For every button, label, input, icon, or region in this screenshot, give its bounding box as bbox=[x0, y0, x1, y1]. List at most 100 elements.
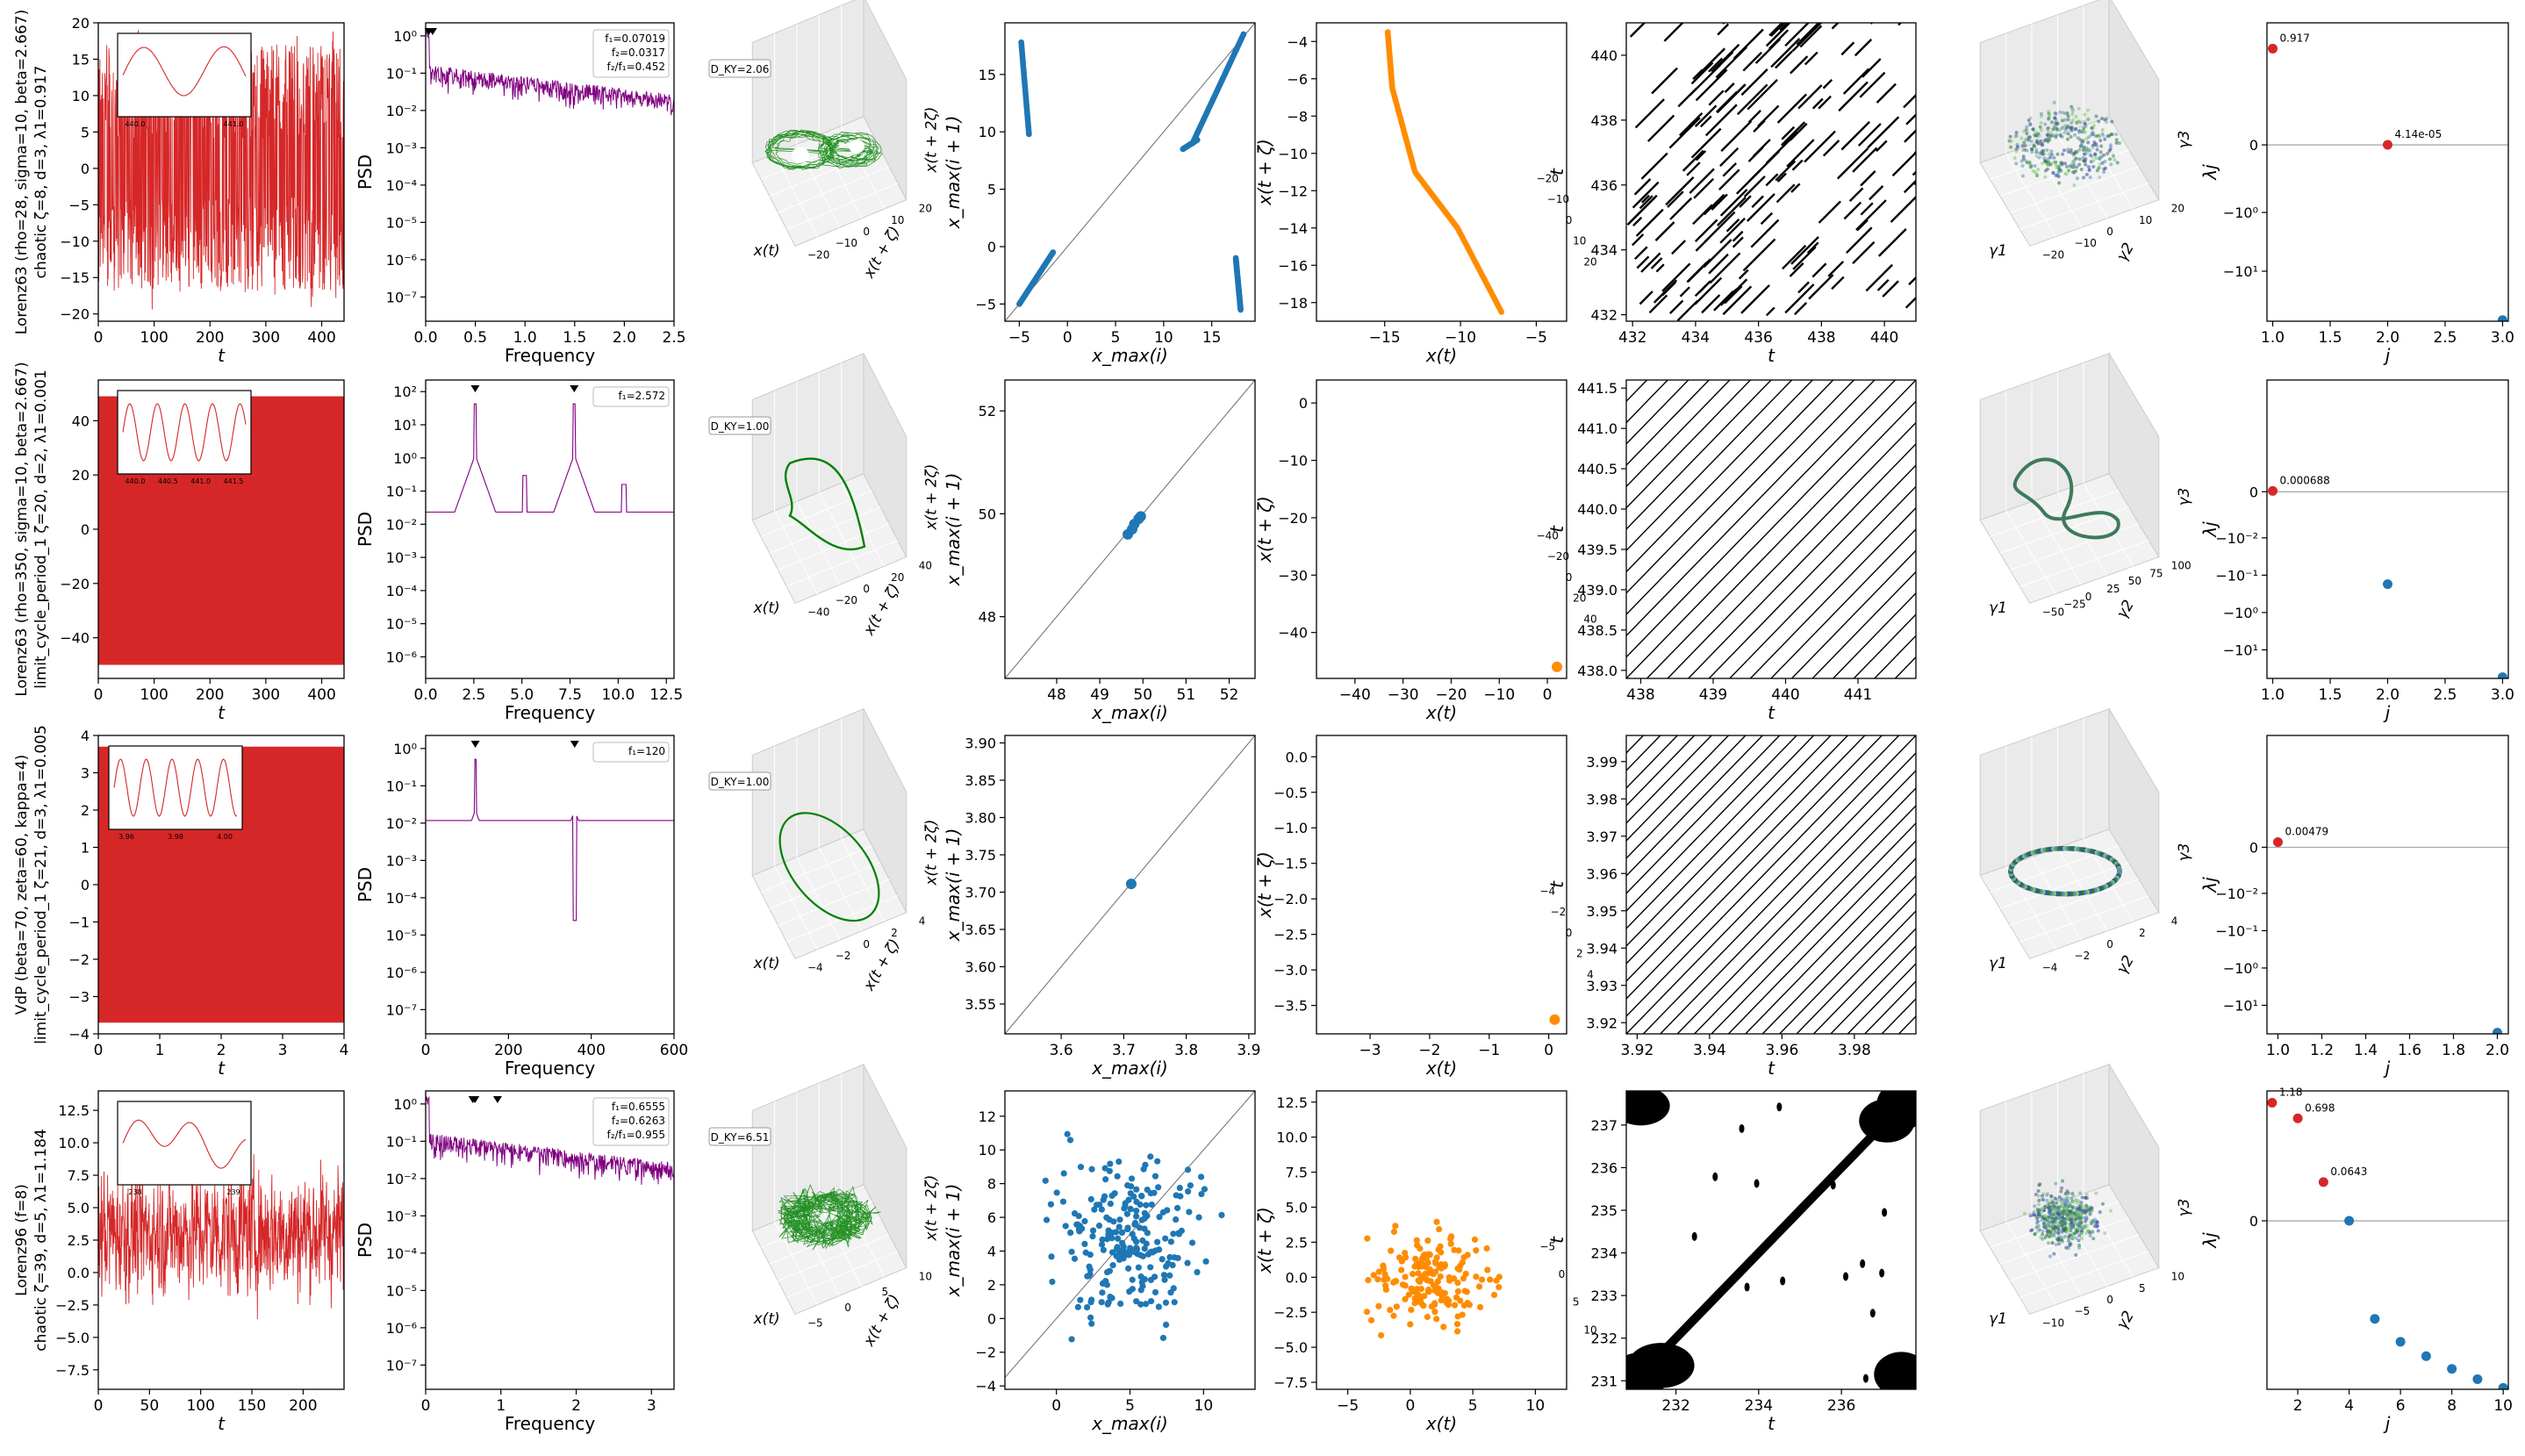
x-tick-label: 200 bbox=[289, 1397, 317, 1415]
delay-point bbox=[1420, 1252, 1427, 1259]
x3d-tick: 4 bbox=[1587, 968, 1594, 980]
recurrence-diagonal bbox=[1626, 380, 1751, 509]
embedding-point bbox=[2069, 1204, 2073, 1209]
x-tick-label: 432 bbox=[1618, 329, 1646, 347]
embedding-point bbox=[2066, 147, 2070, 152]
embedding-point bbox=[2036, 168, 2041, 172]
embedding-point bbox=[2089, 133, 2093, 137]
embedding-point bbox=[2026, 138, 2031, 142]
embedding-point bbox=[2077, 106, 2081, 111]
recurrence-segment bbox=[1838, 81, 1869, 112]
recurrence-segment bbox=[1831, 23, 1840, 30]
y-tick-label: 237 bbox=[1590, 1117, 1618, 1134]
y-tick-label: −16 bbox=[1278, 257, 1308, 274]
x-tick-label: 4 bbox=[2344, 1397, 2354, 1415]
recurrence-diagonal bbox=[1727, 839, 1916, 1034]
y-tick-label: −10¹ bbox=[2223, 997, 2258, 1014]
x3d-tick: 20 bbox=[1583, 255, 1596, 268]
x-tick-label: 0 bbox=[94, 1042, 104, 1059]
embedding-point bbox=[2049, 1194, 2054, 1198]
z3d-label: γ3 bbox=[2176, 488, 2193, 506]
embedding-point bbox=[2084, 125, 2088, 129]
recurrence-diagonal bbox=[1626, 380, 1772, 531]
recurrence-segment bbox=[1822, 140, 1840, 157]
recurrence-segment bbox=[1905, 113, 1916, 126]
embedding-point bbox=[2019, 136, 2024, 140]
delay-point bbox=[1473, 1273, 1480, 1280]
y-tick-label: −10⁰ bbox=[2223, 204, 2258, 221]
y-tick-label: 10 bbox=[979, 124, 996, 140]
recurrence-segment bbox=[1797, 281, 1810, 294]
y-axis-label: λj bbox=[2199, 1232, 2220, 1249]
embedding-point bbox=[2084, 1196, 2089, 1201]
recurrence-diagonal bbox=[1847, 962, 1916, 1034]
recurrence-segment bbox=[1757, 104, 1780, 127]
embedding-point bbox=[2025, 125, 2029, 129]
legend-box bbox=[592, 742, 670, 763]
x-tick-label: 10 bbox=[1154, 329, 1173, 347]
embedding-point bbox=[2065, 1189, 2069, 1194]
embedding-point bbox=[2055, 128, 2060, 133]
embedding-point bbox=[2019, 159, 2024, 163]
x3d-label: γ1 bbox=[1989, 242, 2007, 260]
y3d-label: γ2 bbox=[2113, 952, 2138, 977]
recurrence-diagonal bbox=[1688, 442, 1916, 678]
recurrence-segment bbox=[1719, 147, 1740, 167]
return-point bbox=[1169, 1261, 1176, 1269]
grid-line bbox=[818, 491, 863, 576]
axes-frame bbox=[425, 1090, 675, 1390]
y-tick-label: 3.70 bbox=[965, 885, 996, 901]
y-axis: −7.5−5.0−2.50.02.55.07.510.012.5 bbox=[55, 1102, 98, 1379]
x-tick-label: 1.8 bbox=[2442, 1042, 2465, 1059]
recurrence-segment bbox=[1861, 58, 1882, 78]
y3d-label: x(t + ζ) bbox=[860, 1292, 904, 1351]
recurrence-segment bbox=[1687, 258, 1711, 283]
y-tick-label: 10⁻⁴ bbox=[386, 890, 417, 907]
y-tick-label: 0.0 bbox=[68, 1265, 90, 1281]
return-point bbox=[1141, 1225, 1148, 1232]
embedding-point bbox=[2087, 135, 2091, 140]
y-tick-label: 10⁻¹ bbox=[386, 65, 417, 82]
grid-line bbox=[841, 838, 885, 922]
embedding-point bbox=[2070, 170, 2075, 175]
return-point bbox=[1102, 1176, 1109, 1183]
y-tick-label: −30 bbox=[1278, 567, 1308, 584]
embedding-point bbox=[2100, 132, 2105, 136]
y-tick-label: −5.0 bbox=[55, 1330, 90, 1346]
return-point bbox=[1099, 1236, 1106, 1244]
y3d-tick: −10 bbox=[2042, 1316, 2064, 1329]
x3d-tick: 0 bbox=[1566, 571, 1573, 584]
embedding-point bbox=[2047, 110, 2051, 114]
embedding-point bbox=[2063, 161, 2068, 166]
x-tick-label: 3 bbox=[278, 1042, 288, 1059]
embedding-point bbox=[2049, 120, 2054, 125]
embedding-point bbox=[2038, 125, 2042, 129]
badge-text: D_KY=2.06 bbox=[711, 63, 770, 75]
embedding-point bbox=[2084, 1203, 2088, 1208]
plot-area bbox=[1626, 380, 1916, 678]
recurrence-segment bbox=[1722, 23, 1725, 25]
recurrence-diagonal bbox=[1833, 592, 1916, 678]
embedding-point bbox=[2060, 1230, 2064, 1235]
embedding-point bbox=[2077, 1238, 2081, 1243]
x3d-label: γ1 bbox=[1989, 599, 2007, 617]
axes-frame bbox=[425, 22, 675, 322]
axes-frame bbox=[425, 735, 675, 1035]
recurrence-segment bbox=[1689, 168, 1715, 194]
x-tick-label: 5 bbox=[1125, 1397, 1135, 1415]
y-tick-label: 439.0 bbox=[1577, 582, 1618, 599]
inset-tick-label: 441.0 bbox=[224, 120, 244, 128]
x-tick-label: 12.5 bbox=[649, 686, 683, 704]
lyapunov-exponent bbox=[2383, 140, 2392, 150]
embedding-point bbox=[2084, 1209, 2089, 1214]
inset-frame bbox=[117, 390, 252, 475]
x3d-tick: 40 bbox=[1583, 613, 1596, 625]
y3d-tick: −20 bbox=[836, 594, 857, 606]
grid-line bbox=[769, 862, 881, 909]
embedding-point bbox=[2080, 1231, 2084, 1236]
y-tick-label: 235 bbox=[1590, 1202, 1618, 1219]
embedding-point bbox=[2084, 151, 2089, 155]
x-tick-label: 234 bbox=[1745, 1397, 1773, 1415]
lyapunov-exponent bbox=[2370, 1314, 2380, 1324]
